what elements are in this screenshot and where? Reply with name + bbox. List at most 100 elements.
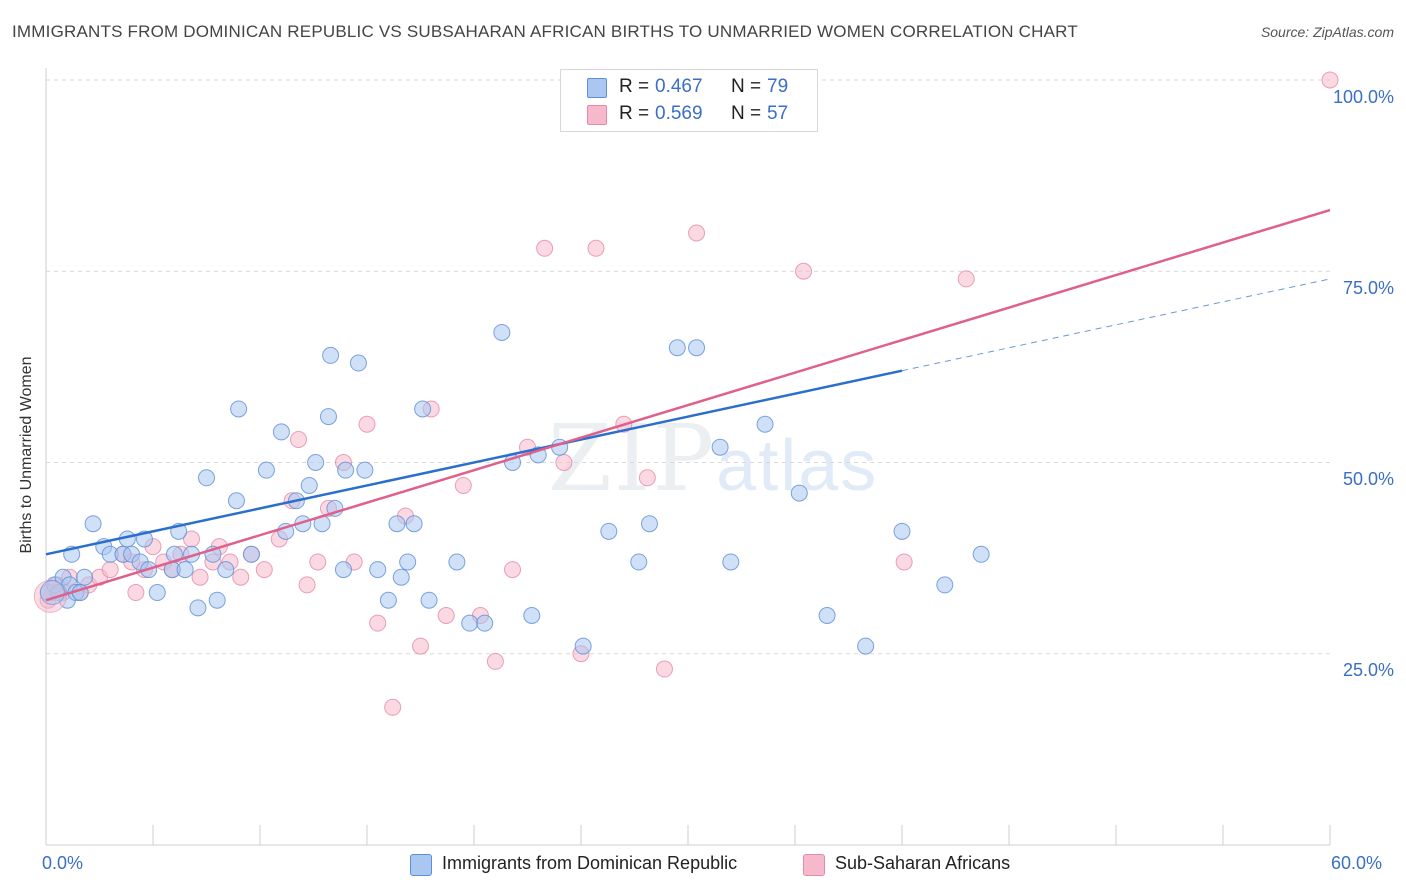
pink-data-point xyxy=(638,469,656,487)
blue-data-point xyxy=(272,423,290,441)
blue-data-point xyxy=(230,400,248,418)
pink-data-point xyxy=(1321,71,1339,89)
blue-data-point xyxy=(448,553,466,571)
blue-data-point xyxy=(356,461,374,479)
y-tick-100: 100.0% xyxy=(1332,87,1394,107)
blue-data-point xyxy=(668,339,686,357)
legend-n-value: 79 xyxy=(767,76,789,97)
blue-data-point xyxy=(818,607,836,624)
blue-data-point xyxy=(574,637,592,655)
legend-swatch-blue xyxy=(410,854,432,876)
blue-data-point xyxy=(300,476,318,494)
blue-data-point xyxy=(936,576,954,594)
pink-data-point xyxy=(555,454,573,471)
blue-data-point xyxy=(242,545,260,563)
blue-data-point xyxy=(176,561,194,579)
blue-data-point xyxy=(857,637,875,655)
blue-data-point xyxy=(711,438,729,456)
y-tick-50: 50.0% xyxy=(1342,469,1394,489)
pink-data-point xyxy=(486,652,504,670)
legend-n-value: 57 xyxy=(767,103,789,124)
pink-data-point xyxy=(688,224,706,242)
blue-data-point xyxy=(493,323,511,341)
blue-data-point xyxy=(322,346,340,364)
blue-data-point xyxy=(461,614,479,632)
legend-swatch-pink xyxy=(587,105,607,125)
legend-n-label: N = xyxy=(731,76,762,97)
source-credit: Source: ZipAtlas.com xyxy=(1260,24,1394,40)
pink-data-point xyxy=(127,584,145,602)
pink-data-point xyxy=(655,660,673,678)
legend-r-value: 0.569 xyxy=(655,103,703,124)
pink-data-point xyxy=(309,553,327,571)
blue-data-point xyxy=(349,354,367,372)
blue-cluster-point xyxy=(39,580,65,606)
y-tick-75: 75.0% xyxy=(1342,278,1394,298)
pink-data-point xyxy=(504,561,522,579)
blue-data-point xyxy=(319,408,337,426)
blue-data-point xyxy=(972,545,990,563)
blue-data-point xyxy=(893,522,911,540)
pink-data-point xyxy=(101,561,119,579)
blue-data-point xyxy=(76,568,94,586)
chart-title: IMMIGRANTS FROM DOMINICAN REPUBLIC VS SU… xyxy=(12,22,1078,41)
blue-data-point xyxy=(198,469,215,487)
legend-r-label: R = xyxy=(619,76,650,97)
blue-data-point xyxy=(257,461,275,479)
pink-data-point xyxy=(587,239,605,257)
pink-data-point xyxy=(191,568,209,586)
pink-data-point xyxy=(895,553,913,571)
blue-trend-line xyxy=(45,369,903,556)
blue-data-point xyxy=(414,400,432,418)
legend-series2-label: Sub-Saharan Africans xyxy=(835,853,1011,873)
x-tick-min: 0.0% xyxy=(42,853,84,873)
pink-data-point xyxy=(232,568,250,586)
y-tick-25: 25.0% xyxy=(1342,660,1394,680)
blue-data-point xyxy=(227,492,245,510)
legend-r-label: R = xyxy=(619,103,650,124)
blue-data-point xyxy=(307,454,325,471)
blue-data-point xyxy=(388,515,406,533)
pink-data-point xyxy=(454,476,472,494)
correlation-legend: R = 0.467 N = 79 R = 0.569 N = 57 xyxy=(560,69,818,132)
pink-data-point xyxy=(795,262,813,280)
blue-data-point xyxy=(790,484,808,502)
blue-data-point xyxy=(600,522,618,540)
legend-swatch-pink xyxy=(803,854,825,876)
pink-data-point xyxy=(437,607,455,624)
blue-data-point xyxy=(337,461,355,479)
blue-data-point xyxy=(722,553,740,571)
pink-trend-line xyxy=(45,208,1331,602)
blue-data-point xyxy=(392,568,410,586)
blue-data-point xyxy=(399,553,417,571)
pink-data-point xyxy=(412,637,429,655)
legend-n-label: N = xyxy=(731,103,762,124)
blue-data-point xyxy=(379,591,397,609)
blue-trend-extension xyxy=(901,278,1331,372)
blue-data-point xyxy=(217,561,235,579)
pink-data-point xyxy=(369,614,387,632)
blue-data-point xyxy=(148,584,166,602)
blue-data-point xyxy=(756,415,774,433)
pink-data-point xyxy=(358,415,376,433)
blue-data-point xyxy=(208,591,226,609)
pink-data-point xyxy=(298,576,316,594)
pink-data-point xyxy=(957,270,975,288)
blue-data-point xyxy=(189,599,207,617)
blue-data-point xyxy=(369,561,387,579)
pink-data-point xyxy=(536,239,554,257)
legend-series1-label: Immigrants from Dominican Republic xyxy=(442,853,738,873)
blue-data-point xyxy=(523,607,541,624)
pink-data-point xyxy=(384,698,402,716)
blue-data-point xyxy=(688,339,706,357)
legend-r-value: 0.467 xyxy=(655,76,703,97)
pink-data-point xyxy=(290,431,308,449)
legend-swatch-blue xyxy=(587,78,607,98)
blue-data-point xyxy=(405,515,423,533)
x-tick-max: 60.0% xyxy=(1331,853,1383,873)
blue-data-point xyxy=(476,614,494,632)
blue-data-point xyxy=(420,591,438,609)
pink-data-point xyxy=(255,561,273,579)
blue-data-point xyxy=(334,561,352,579)
